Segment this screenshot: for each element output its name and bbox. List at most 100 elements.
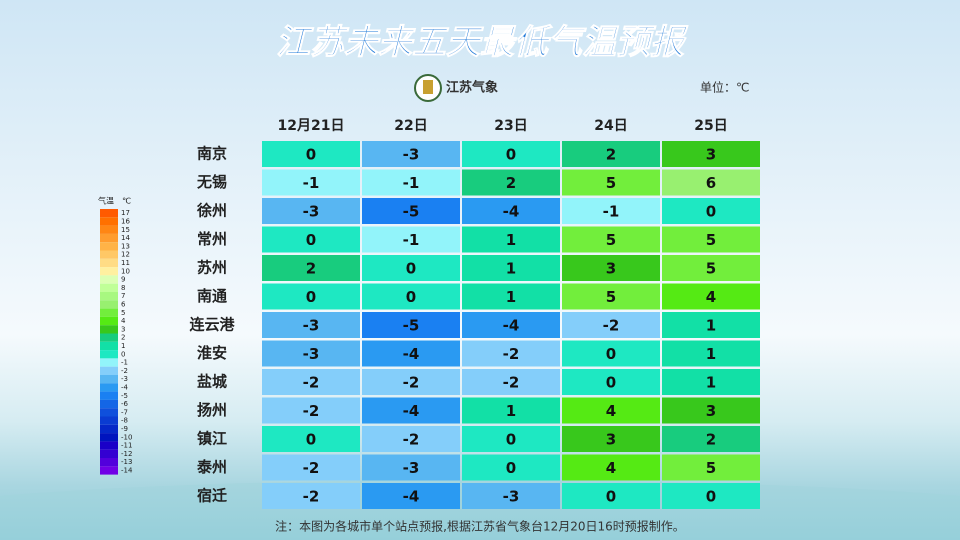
cell <box>562 283 660 310</box>
cell <box>362 141 460 167</box>
city-name: 徐州 <box>196 202 227 220</box>
legend-swatch <box>100 375 118 384</box>
cell <box>462 397 560 424</box>
cell-value: 1 <box>706 345 716 363</box>
cell <box>462 255 560 281</box>
cell-value: 5 <box>706 260 716 278</box>
cell-value: -4 <box>503 317 520 335</box>
legend-swatch <box>100 275 118 284</box>
cell <box>462 198 560 224</box>
cell-value: -3 <box>303 317 320 335</box>
cell <box>362 426 460 452</box>
legend-label: 4 <box>121 317 126 325</box>
cell-value: 2 <box>506 174 516 192</box>
legend-swatch <box>100 433 118 442</box>
city-name: 泰州 <box>196 458 227 476</box>
legend-label: 13 <box>121 242 130 250</box>
legend-label: 9 <box>121 276 125 284</box>
cell <box>662 397 760 424</box>
cell <box>562 141 660 167</box>
cell-value: -4 <box>403 345 420 363</box>
cell <box>462 454 560 481</box>
cell-value: 0 <box>506 459 516 477</box>
cell-value: -4 <box>403 402 420 420</box>
cell-value: -3 <box>403 459 420 477</box>
cell <box>662 369 760 395</box>
cell-value: 0 <box>706 203 716 221</box>
cell-value: 3 <box>706 146 716 164</box>
cell-value: 4 <box>606 402 616 420</box>
cell-value: -2 <box>503 374 520 392</box>
cell <box>662 198 760 224</box>
cell <box>562 198 660 224</box>
cell-value: 0 <box>306 146 316 164</box>
legend-label: -10 <box>121 433 132 441</box>
cell <box>262 226 360 253</box>
cell-value: -2 <box>303 488 320 506</box>
cell-value: 1 <box>706 317 716 335</box>
cell <box>662 226 760 253</box>
column-header: 12月21日 <box>278 118 345 134</box>
cell <box>562 340 660 367</box>
cell <box>562 255 660 281</box>
cell <box>562 312 660 338</box>
city-name: 南通 <box>197 287 227 305</box>
cell <box>562 426 660 452</box>
cell-value: 1 <box>506 231 516 249</box>
cell <box>362 369 460 395</box>
legend-label: -6 <box>121 400 129 408</box>
city-name: 无锡 <box>196 173 227 191</box>
city-name: 常州 <box>197 230 227 248</box>
legend-swatch <box>100 350 118 359</box>
legend-swatch <box>100 391 118 400</box>
city-name: 扬州 <box>197 401 227 419</box>
cell-value: 1 <box>706 374 716 392</box>
cell <box>462 340 560 367</box>
cell <box>362 397 460 424</box>
legend-swatch <box>100 466 118 475</box>
cell-value: -2 <box>503 345 520 363</box>
cell-value: 5 <box>606 288 616 306</box>
cell <box>462 369 560 395</box>
cell <box>562 369 660 395</box>
cell-value: -1 <box>403 231 420 249</box>
cell-value: -2 <box>403 374 420 392</box>
legend-label: 10 <box>121 267 130 275</box>
city-name: 南京 <box>197 145 227 163</box>
cell <box>362 454 460 481</box>
legend-label: 3 <box>121 325 125 333</box>
cell <box>362 283 460 310</box>
cell-value: 0 <box>706 488 716 506</box>
legend-label: 11 <box>121 259 130 267</box>
legend-swatch <box>100 366 118 375</box>
cell <box>462 426 560 452</box>
cell <box>262 369 360 395</box>
city-name: 宿迁 <box>197 487 227 505</box>
legend-label: 12 <box>121 251 130 259</box>
legend-swatch <box>100 416 118 425</box>
cell <box>262 312 360 338</box>
cell-value: 3 <box>706 402 716 420</box>
cell-value: 0 <box>606 488 616 506</box>
legend-label: -8 <box>121 417 128 425</box>
cell-value: -3 <box>303 203 320 221</box>
cell-value: -1 <box>403 174 420 192</box>
legend-label: -11 <box>121 442 132 450</box>
column-header: 24日 <box>594 118 627 134</box>
legend-label: -14 <box>121 466 133 474</box>
cell-value: -4 <box>403 488 420 506</box>
cell <box>662 340 760 367</box>
column-header: 25日 <box>694 118 727 134</box>
legend-label: -7 <box>121 408 128 416</box>
cell-value: 0 <box>506 431 516 449</box>
cell <box>462 312 560 338</box>
legend-swatch <box>100 225 118 234</box>
cell-value: 0 <box>306 288 316 306</box>
legend-label: 6 <box>121 300 126 308</box>
cell-value: 0 <box>406 260 416 278</box>
cell-value: 0 <box>406 288 416 306</box>
cell-value: 0 <box>306 231 316 249</box>
cell <box>262 198 360 224</box>
legend-label: -13 <box>121 458 132 466</box>
